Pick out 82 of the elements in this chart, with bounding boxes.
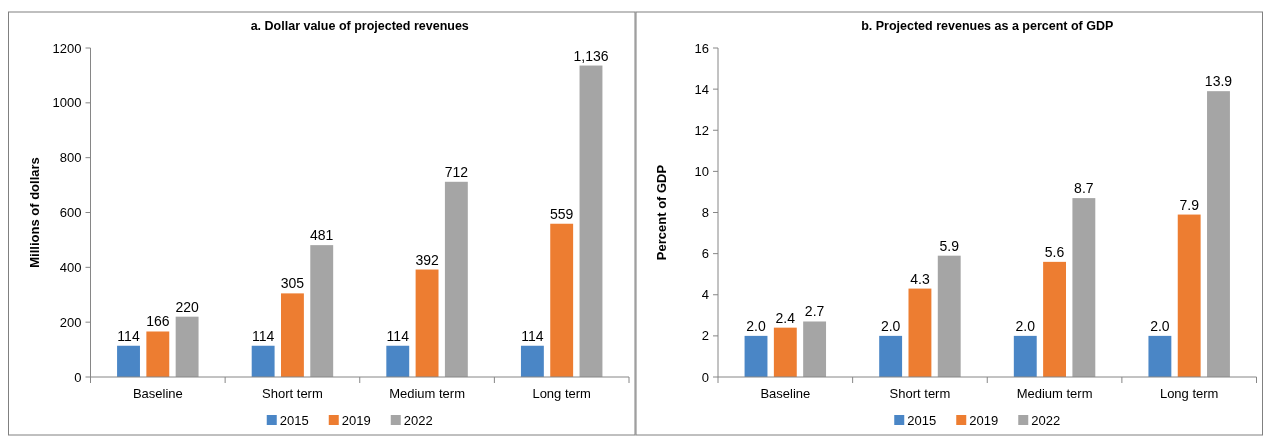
x-tick-label: Baseline (760, 386, 811, 401)
text: 8.7 (1074, 180, 1094, 197)
chart-title: a. Dollar value of projected revenues (250, 19, 469, 33)
bar (117, 345, 140, 377)
y-tick-label: 12 (694, 122, 709, 138)
y-tick-label: 400 (59, 259, 82, 275)
y-tick-label: 0 (74, 369, 82, 385)
y-tick-label: 2 (701, 328, 709, 344)
bar (415, 269, 439, 377)
x-tick-label: Short term (262, 386, 323, 401)
y-tick-label: 14 (694, 81, 709, 97)
text: 2.0 (1015, 317, 1035, 334)
text: 114 (386, 327, 409, 344)
text: 559 (550, 205, 574, 222)
bar (1043, 261, 1067, 377)
text: 712 (444, 163, 469, 180)
text: 114 (521, 327, 544, 344)
text: 4.3 (910, 270, 930, 287)
bar (908, 288, 932, 377)
legend-label: 2015 (907, 413, 937, 428)
bar (579, 65, 603, 377)
text: 2.0 (880, 317, 901, 334)
x-tick-label: Long term (1159, 386, 1219, 401)
legend-label: 2019 (969, 413, 999, 428)
bar (937, 255, 961, 377)
bar (1148, 335, 1172, 377)
bar (1207, 91, 1230, 377)
text: 5.6 (1044, 243, 1065, 260)
text: 5.9 (939, 237, 959, 254)
y-tick-label: 10 (694, 163, 709, 179)
x-tick-label: Baseline (132, 386, 183, 401)
text: 114 (251, 327, 275, 344)
chart-title: b. Projected revenues as a percent of GDP (861, 19, 1114, 33)
legend-label: 2022 (403, 413, 433, 428)
text: 2.7 (804, 303, 825, 320)
text: 220 (175, 298, 199, 315)
text: 1,136 (573, 47, 609, 64)
bar (310, 245, 334, 377)
text: 2.4 (775, 309, 796, 326)
bar (773, 327, 797, 377)
bar (386, 345, 410, 377)
bar (879, 335, 903, 377)
y-tick-label: 200 (59, 314, 82, 330)
y-tick-label: 0 (701, 369, 709, 385)
text: 392 (415, 251, 439, 268)
y-tick-label: 16 (694, 40, 709, 56)
bar (744, 335, 768, 377)
text: 166 (146, 313, 170, 330)
bar (1072, 198, 1096, 377)
x-tick-label: Medium term (1016, 386, 1093, 401)
y-tick-label: 1000 (52, 95, 82, 111)
y-tick-label: 800 (59, 150, 82, 166)
y-axis-title: Percent of GDP (654, 164, 669, 261)
y-tick-label: 1200 (52, 40, 82, 56)
x-tick-label: Medium term (389, 386, 465, 401)
text: 7.9 (1179, 196, 1199, 213)
y-tick-label: 6 (701, 246, 709, 262)
x-tick-label: Long term (532, 386, 591, 401)
y-tick-label: 600 (59, 205, 82, 221)
bar (520, 345, 544, 377)
text: 2.0 (746, 317, 766, 334)
y-axis-title: Millions of dollars (26, 157, 42, 268)
bar (1013, 335, 1037, 377)
bar (803, 321, 827, 377)
text: 481 (310, 227, 334, 244)
bar (175, 316, 199, 377)
text: 114 (117, 327, 140, 344)
legend-label: 2019 (341, 413, 371, 428)
bar (251, 345, 275, 377)
text: 13.9 (1204, 73, 1233, 90)
legend-label: 2015 (279, 413, 309, 428)
y-tick-label: 4 (701, 287, 709, 303)
bar (550, 223, 574, 377)
bar (280, 293, 304, 377)
y-tick-label: 8 (701, 205, 709, 221)
bar (146, 331, 170, 377)
text: 2.0 (1150, 317, 1170, 334)
x-tick-label: Short term (889, 386, 951, 401)
bar (1177, 214, 1201, 377)
legend-label: 2022 (1031, 413, 1061, 428)
text: 305 (280, 275, 305, 292)
bar (444, 181, 468, 377)
